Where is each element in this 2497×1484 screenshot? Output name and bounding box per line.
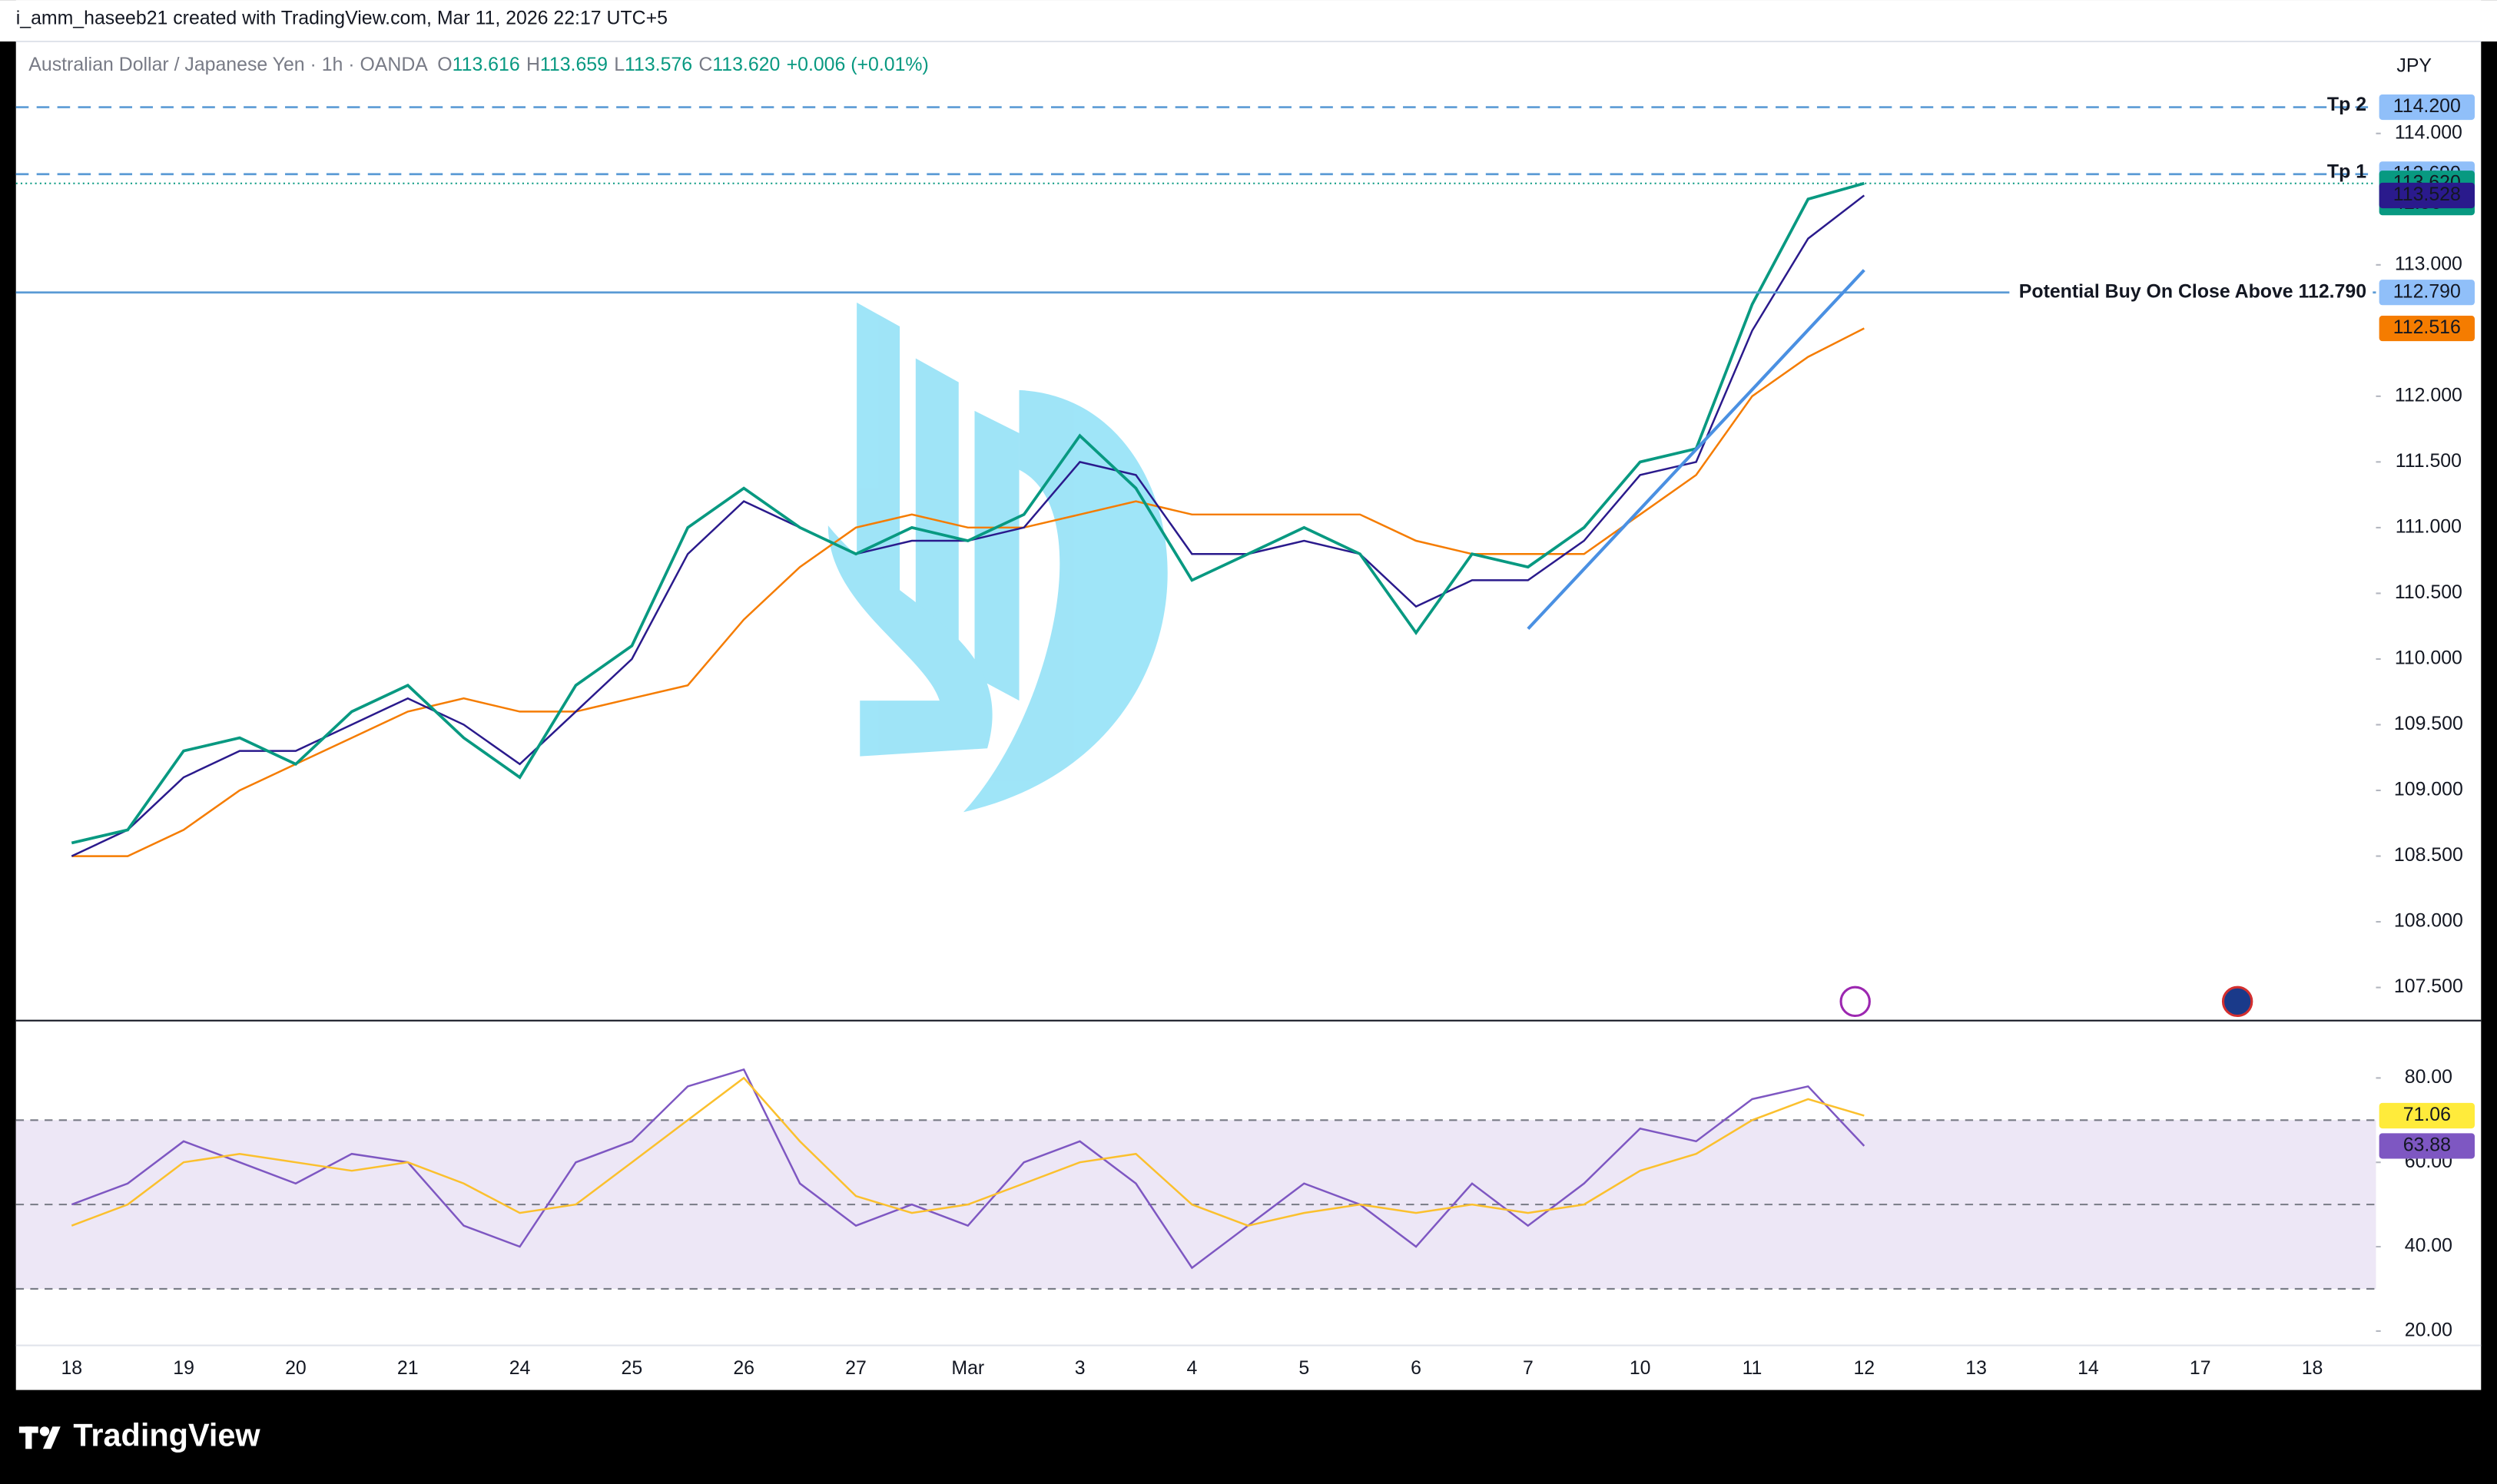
y-tick-label: 111.000 — [2396, 515, 2462, 537]
y-tick-label: 80.00 — [2405, 1066, 2452, 1088]
brand-logo — [18, 1426, 61, 1449]
credit: i_amm_haseeb21 created with TradingView.… — [16, 8, 668, 29]
x-tick-label: 26 — [733, 1357, 754, 1379]
x-tick-label: 6 — [1411, 1357, 1421, 1379]
plot: 18 19 20 21 24 25 26 27 Mar 3 4 5 6 7 10 11 12 13 14 17 18 10… — [15, 94, 2475, 1379]
y-tick-label: 20.00 — [2405, 1319, 2452, 1340]
y-tick-label: 108.500 — [2394, 844, 2463, 866]
series-line — [71, 1076, 1865, 1227]
x-tick-label: 18 — [2302, 1357, 2323, 1379]
series-line — [71, 181, 1865, 845]
x-tick-label: 5 — [1298, 1357, 1309, 1379]
price-box — [2379, 1102, 2475, 1129]
x-tick-label: 21 — [397, 1357, 419, 1379]
x-tick-label: 11 — [1743, 1357, 1762, 1379]
level-box — [2379, 94, 2475, 121]
x-tick-label: 27 — [845, 1357, 867, 1379]
x-tick-label: 13 — [1965, 1357, 1987, 1379]
watermark-logo — [827, 302, 1168, 813]
flag-icon[interactable] — [2221, 985, 2253, 1018]
trendline — [1527, 269, 1865, 631]
x-tick-label: 25 — [622, 1357, 643, 1379]
level-box-label: 112.790 — [2393, 280, 2461, 302]
x-tick-label: 14 — [2078, 1357, 2099, 1379]
price-box-label: 112.516 — [2393, 316, 2461, 338]
price-box-label: 63.88 — [2403, 1134, 2451, 1155]
y-tick-label: 109.500 — [2394, 713, 2463, 734]
event-icon[interactable] — [1839, 985, 1871, 1018]
price-box-label: 71.06 — [2403, 1104, 2451, 1125]
y-tick-label: 112.000 — [2395, 384, 2462, 406]
ohlc-value: 113.576 — [625, 54, 692, 75]
series-line — [71, 1068, 1865, 1270]
x-tick-label: 20 — [285, 1357, 307, 1379]
ohlc-value: 113.620 — [712, 54, 780, 75]
x-tick-label: 12 — [1853, 1357, 1875, 1379]
ohlc-label: H — [526, 54, 540, 75]
x-tick-label: 24 — [509, 1357, 531, 1379]
y-tick-label: 113.000 — [2395, 253, 2462, 274]
ohlc-value: 113.616 — [453, 54, 520, 75]
level-name: Potential Buy On Close Above 112.790 — [2019, 280, 2366, 302]
x-tick-label: Mar — [951, 1357, 984, 1379]
x-tick-label: 18 — [61, 1357, 82, 1379]
y-tick-label: 109.000 — [2394, 779, 2463, 800]
level-name: Tp 1 — [2327, 161, 2366, 182]
level-box — [2379, 280, 2475, 306]
x-tick-label: 3 — [1075, 1357, 1086, 1379]
symbol: Australian Dollar / Japanese Yen · 1h · … — [28, 54, 428, 75]
level-name-bg — [2009, 280, 2373, 306]
ohlc-label: C — [698, 54, 712, 75]
level-name: Tp 2 — [2327, 94, 2366, 115]
y-tick-label: 107.500 — [2394, 976, 2463, 997]
price-box — [2379, 1133, 2475, 1159]
ohlc-label: L — [614, 54, 625, 75]
x-tick-label: 7 — [1523, 1357, 1534, 1379]
header-bar — [0, 0, 2497, 42]
price-box — [2379, 182, 2475, 209]
x-tick-label: 19 — [173, 1357, 194, 1379]
level-box-label: 114.200 — [2393, 95, 2461, 117]
ohlc-value: 113.659 — [540, 54, 608, 75]
y-tick-label: 111.500 — [2396, 450, 2462, 472]
x-tick-label: 17 — [2190, 1357, 2211, 1379]
y-tick-label: 110.500 — [2395, 581, 2462, 603]
symbol-legend: Australian Dollar / Japanese Yen · 1h · … — [28, 54, 929, 75]
y-tick-label: 110.000 — [2395, 648, 2462, 669]
price-box — [2379, 316, 2475, 342]
brand-name: TradingView — [73, 1417, 260, 1453]
x-tick-label: 10 — [1630, 1357, 1651, 1379]
y-tick-label: 114.000 — [2395, 121, 2462, 143]
x-tick-label: 4 — [1187, 1357, 1198, 1379]
currency: JPY — [2396, 55, 2432, 77]
price-box-label: 113.528 — [2393, 184, 2461, 205]
y-tick-label: 40.00 — [2405, 1235, 2452, 1257]
y-tick-label: 108.000 — [2394, 910, 2463, 932]
ohlc-label: O — [437, 54, 452, 75]
change: +0.006 (+0.01%) — [787, 54, 929, 75]
